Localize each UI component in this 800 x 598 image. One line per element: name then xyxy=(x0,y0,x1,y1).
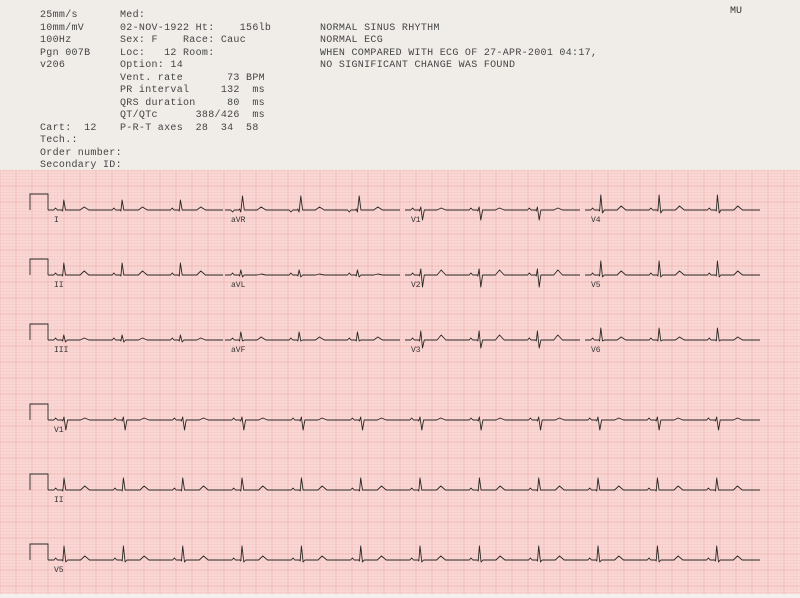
lead-label: V3 xyxy=(411,346,421,355)
lead-label: I xyxy=(54,216,59,225)
lead-label: V5 xyxy=(54,566,64,575)
ecg-trace xyxy=(48,417,760,430)
calibration-pulse xyxy=(30,259,48,275)
ecg-trace xyxy=(585,328,760,341)
header-col-settings: 25mm/s 10mm/mV 100Hz Pgn 007B v206 Cart:… xyxy=(40,10,120,173)
ecg-waveforms xyxy=(0,170,800,594)
lead-label: V1 xyxy=(54,426,64,435)
ecg-trace xyxy=(48,263,223,276)
calibration-pulse xyxy=(30,404,48,420)
lead-label: V6 xyxy=(591,346,601,355)
ecg-trace xyxy=(585,195,760,213)
ecg-trace xyxy=(48,546,760,562)
calibration-pulse xyxy=(30,544,48,560)
lead-label: V5 xyxy=(591,281,601,290)
ecg-traces-container: IaVR V1 V4 II aVL V2 V5 III aVF V3 V6 V1 II V5 xyxy=(0,170,800,594)
ecg-trace xyxy=(48,478,760,491)
lead-label: III xyxy=(54,346,68,355)
calibration-pulse xyxy=(30,474,48,490)
lead-label: V4 xyxy=(591,216,601,225)
ecg-trace xyxy=(48,200,223,211)
lead-label: aVR xyxy=(231,216,245,225)
ecg-trace xyxy=(225,270,400,277)
header-col-interpretation: NORMAL SINUS RHYTHM NORMAL ECG WHEN COMP… xyxy=(320,10,680,173)
ecg-trace xyxy=(585,261,760,277)
ecg-header: 25mm/s 10mm/mV 100Hz Pgn 007B v206 Cart:… xyxy=(0,0,800,170)
lead-label: II xyxy=(54,281,64,290)
mu-label: MU xyxy=(730,6,742,17)
ecg-trace xyxy=(225,196,400,212)
calibration-pulse xyxy=(30,324,48,340)
ecg-trace xyxy=(405,207,580,220)
header-col-measurements: Med: 02-NOV-1922 Ht: 156lb Sex: F Race: … xyxy=(120,10,320,173)
lead-label: V2 xyxy=(411,281,421,290)
lead-label: V1 xyxy=(411,216,421,225)
ecg-trace xyxy=(225,332,400,341)
ecg-trace xyxy=(48,335,223,342)
lead-label: aVF xyxy=(231,346,245,355)
calibration-pulse xyxy=(30,194,48,210)
lead-label: II xyxy=(54,496,64,505)
ecg-trace xyxy=(405,331,580,348)
ecg-trace xyxy=(405,269,580,287)
lead-label: aVL xyxy=(231,281,245,290)
